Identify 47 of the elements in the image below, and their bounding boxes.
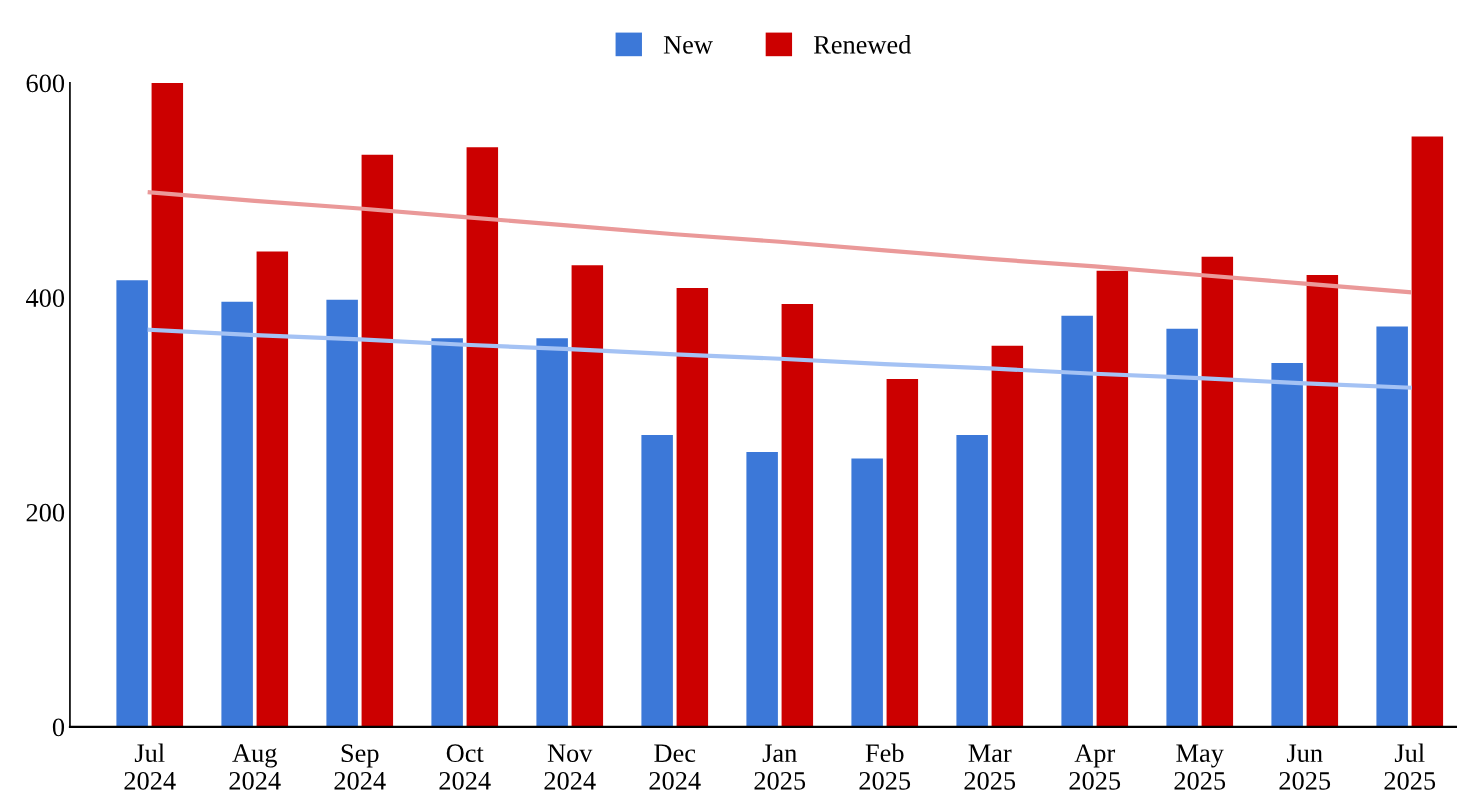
- bar: [151, 82, 184, 727]
- bar: [1096, 270, 1129, 727]
- x-tick-label: Jan 2025: [754, 744, 806, 790]
- bar: [676, 287, 709, 727]
- bar: [956, 434, 988, 727]
- x-tick-label: Sep 2024: [334, 744, 386, 790]
- legend-label: New: [663, 36, 713, 54]
- x-tick-label: Aug 2024: [229, 744, 281, 790]
- x-tick-label: Oct 2024: [439, 744, 491, 790]
- bar: [571, 265, 604, 727]
- bar: [1306, 275, 1339, 727]
- bar: [221, 301, 253, 727]
- y-tick-label: 600: [26, 74, 65, 93]
- bar: [1376, 326, 1408, 727]
- bar: [361, 154, 394, 727]
- bar: [641, 434, 673, 727]
- x-tick-label: Feb 2025: [859, 743, 911, 790]
- line-series: [147, 190, 1412, 295]
- bar: [781, 303, 814, 727]
- bar: [851, 458, 883, 727]
- x-tick-label: Jul 2024: [124, 743, 176, 790]
- bar: [886, 379, 919, 727]
- x-tick-label: May 2025: [1174, 744, 1226, 790]
- bar: [256, 251, 289, 727]
- bar: [116, 280, 148, 727]
- x-tick-label: Jun 2025: [1279, 744, 1331, 790]
- bar: [431, 338, 463, 727]
- bar: [536, 338, 568, 727]
- x-tick-label: Dec 2024: [649, 744, 701, 790]
- bar: [991, 345, 1024, 727]
- y-tick-label: 200: [26, 503, 65, 522]
- y-tick-label: 0: [52, 718, 65, 737]
- bar: [1201, 256, 1234, 727]
- bar: [1166, 328, 1198, 727]
- bar: [1061, 315, 1093, 727]
- bar: [1271, 363, 1303, 727]
- legend-label: Renewed: [813, 35, 912, 54]
- x-tick-label: Jul 2025: [1384, 743, 1436, 790]
- bar: [1411, 136, 1444, 727]
- x-tick-label: Nov 2024: [544, 744, 596, 790]
- bar: [466, 147, 499, 727]
- bar: [746, 452, 778, 727]
- y-tick-label: 400: [26, 289, 65, 307]
- x-tick-label: Mar 2025: [964, 744, 1016, 790]
- x-tick-label: Apr 2025: [1069, 744, 1121, 790]
- line-series: [147, 327, 1412, 390]
- bar: [326, 299, 358, 727]
